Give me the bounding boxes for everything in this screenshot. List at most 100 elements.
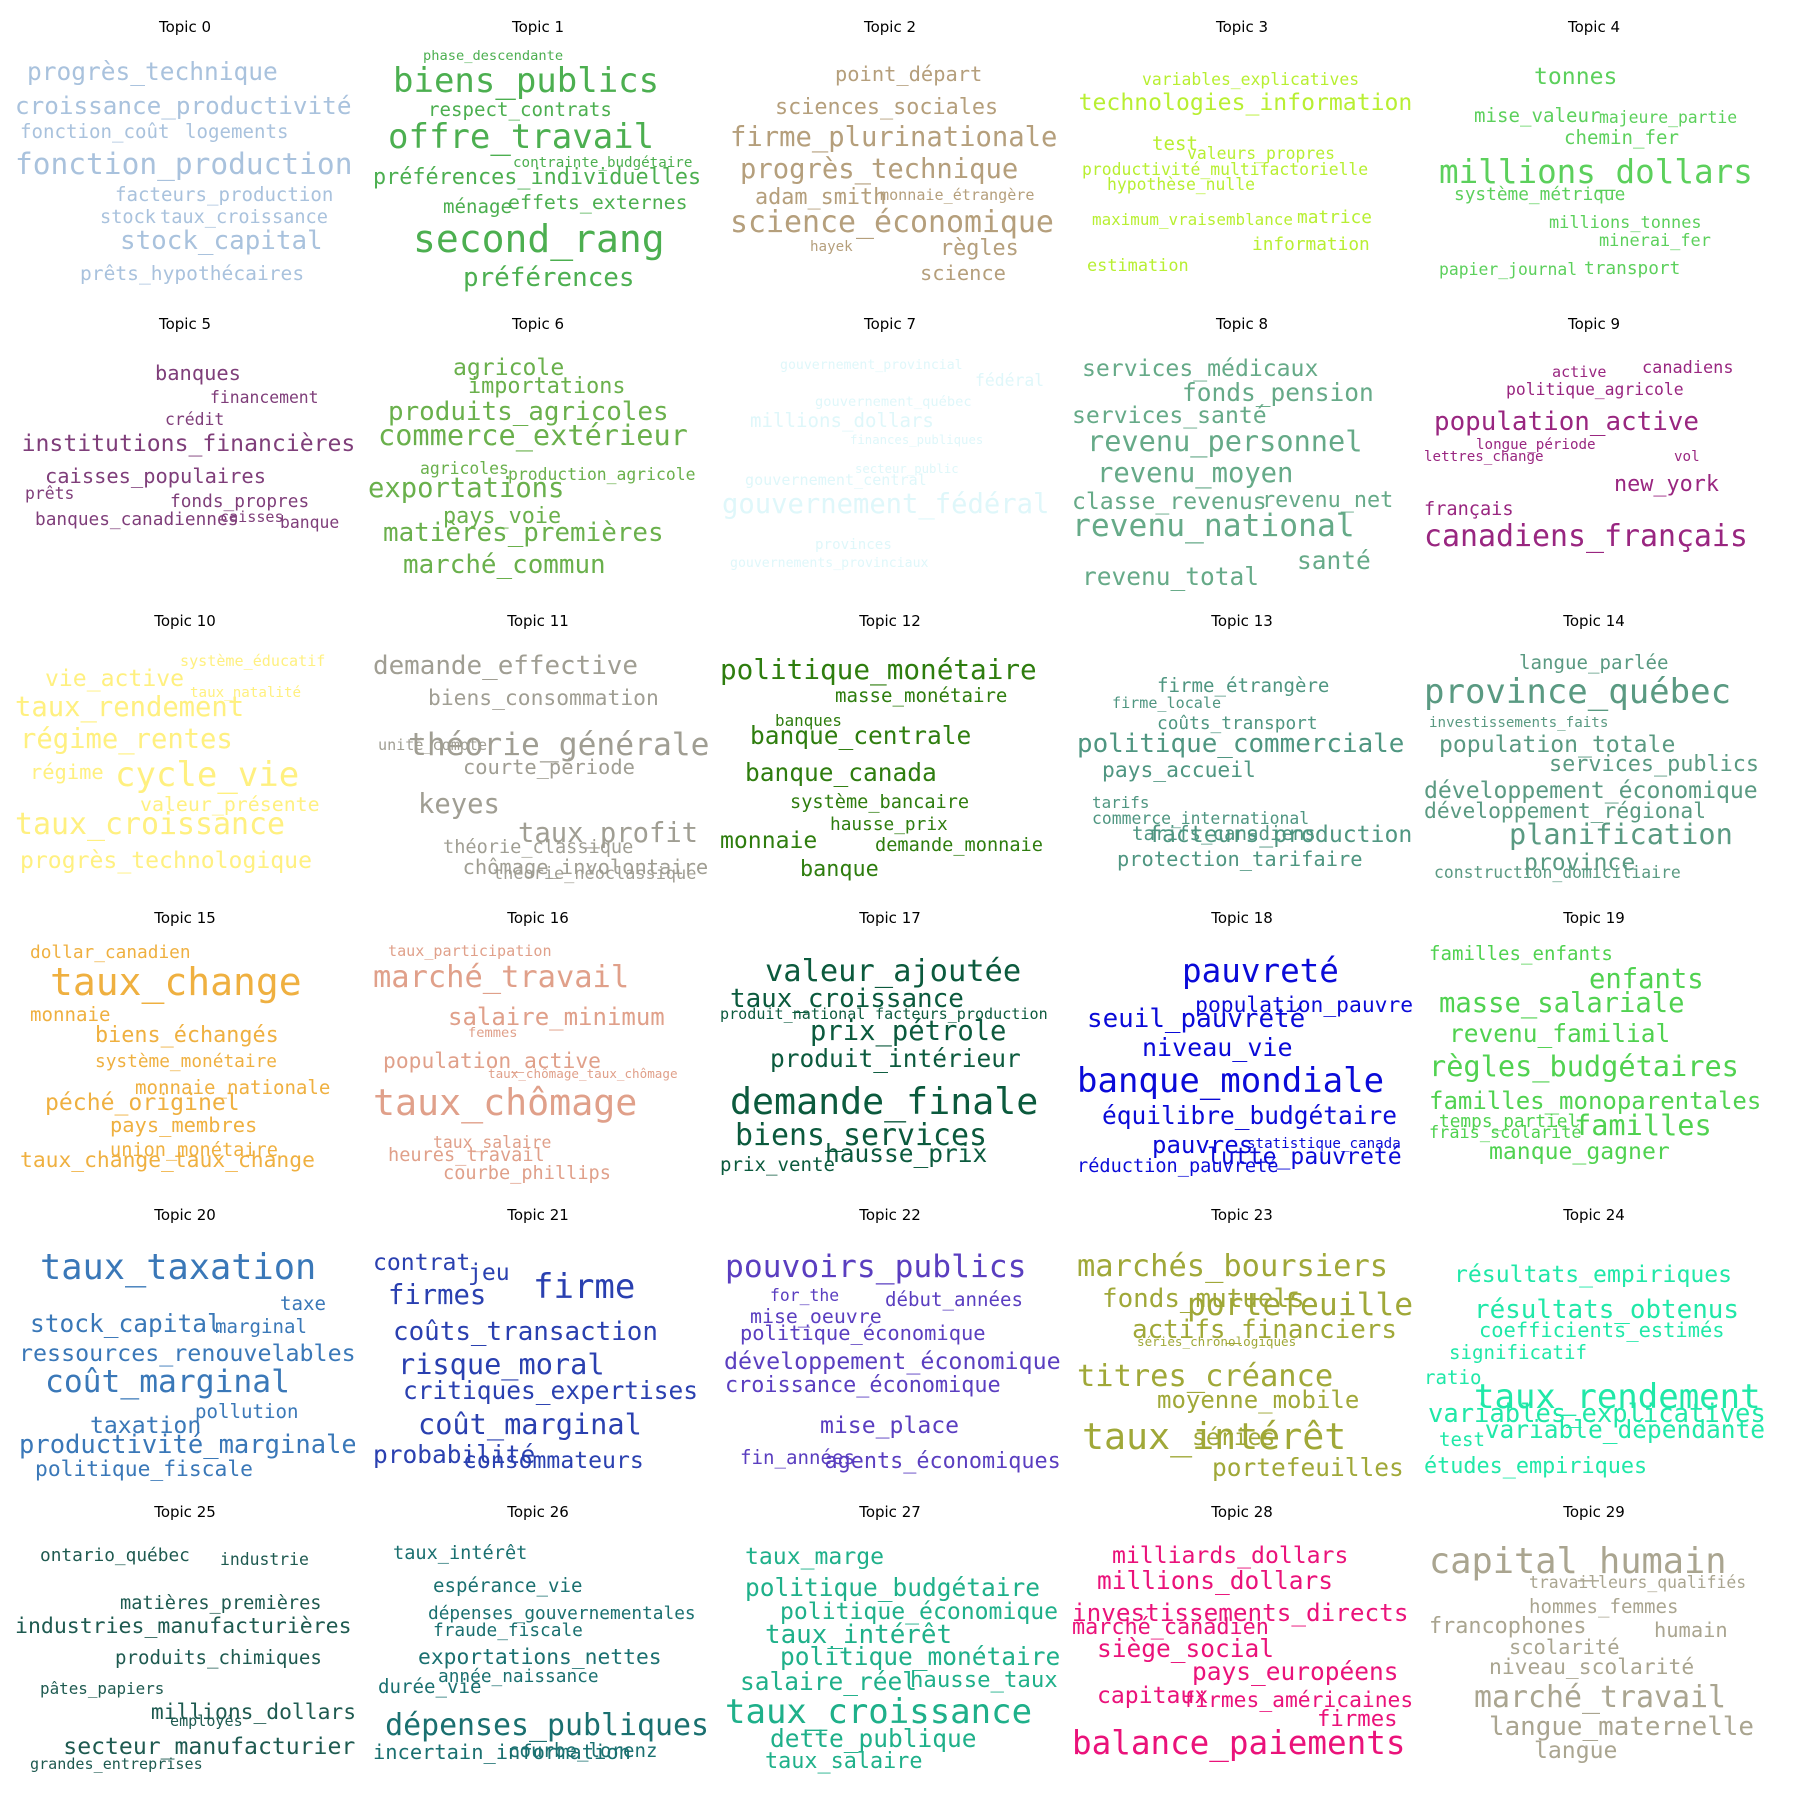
topic-panel: Topic 18 pauvreté population_pauvre seuil_p… [1072, 909, 1412, 1194]
cloud-word: niveau_scolarité [1489, 1655, 1695, 1680]
cloud-word: biens_consommation [428, 686, 659, 711]
cloud-word: banque_mondiale [1077, 1061, 1385, 1101]
cloud-word: revenu_personnel [1087, 424, 1363, 458]
cloud-word: théorie_néoclassique [493, 863, 697, 883]
cloud-word: humain [1654, 1618, 1728, 1642]
cloud-word: banques [775, 711, 842, 730]
topic-title: Topic 12 [859, 612, 921, 630]
cloud-word: stock_capital [30, 1309, 222, 1338]
cloud-word: revenu_national [1072, 508, 1355, 544]
cloud-word: santé [1297, 546, 1371, 575]
cloud-word: coût_marginal [45, 1364, 290, 1400]
cloud-word: taux_salaire [765, 1749, 923, 1774]
cloud-word: hayek [810, 239, 853, 255]
topic-panel: Topic 29 capital_humain travailleurs_quali… [1424, 1503, 1764, 1788]
word-cloud: taux_marge politique_budgétaire politique_… [720, 1527, 1060, 1783]
cloud-word: heures_travail [388, 1145, 545, 1166]
cloud-word: taux_croissance [15, 807, 285, 842]
cloud-word: langue_parlée [1519, 651, 1669, 674]
cloud-word: financement [210, 388, 319, 407]
word-cloud: pouvoirs_publics for_the début_années mise_… [720, 1230, 1060, 1486]
cloud-word: maximum_vraisemblance [1092, 210, 1293, 229]
word-cloud: tonnes mise_valeur majeure_partie chemin_fe… [1424, 42, 1764, 298]
cloud-word: variables_explicatives [1428, 1399, 1764, 1429]
cloud-word: portefeuille [1187, 1287, 1412, 1323]
cloud-word: logements [185, 120, 289, 143]
topic-title: Topic 3 [1215, 18, 1269, 36]
cloud-word: marchés_boursiers [1077, 1249, 1389, 1284]
cloud-word: politique_monétaire [720, 653, 1037, 686]
cloud-word: for_the [770, 1286, 840, 1305]
topic-title: Topic 4 [1567, 18, 1621, 36]
cloud-word: banques [155, 361, 241, 385]
topic-panel: Topic 8 services_médicaux fonds_pension ser… [1072, 315, 1412, 600]
cloud-word: taux_participation [388, 942, 552, 960]
cloud-word: gouvernement_fédéral [722, 489, 1050, 520]
word-cloud: système_éducatif vie_active taux_natalité t… [15, 636, 355, 892]
cloud-word: mise_valeur [1474, 104, 1601, 127]
cloud-word: dette_publique [770, 1724, 977, 1753]
cloud-word: pollution [195, 1400, 299, 1423]
cloud-word: gouvernement_central [745, 471, 927, 489]
cloud-word: salaire_réel [740, 1667, 918, 1696]
cloud-word: système_éducatif [180, 652, 326, 670]
cloud-word: produit_intérieur [770, 1044, 1021, 1073]
cloud-word: monnaie_étrangère [880, 186, 1035, 204]
cloud-word: matrice [1297, 207, 1372, 228]
cloud-word: services_publics [1549, 752, 1759, 777]
cloud-word: pouvoirs_publics [725, 1249, 1027, 1285]
cloud-word: productivité_multifactorielle [1082, 160, 1369, 179]
word-cloud: phase_descendante biens_publics respect_co… [368, 42, 708, 298]
cloud-word: résultats_empiriques [1454, 1262, 1733, 1288]
topic-title: Topic 29 [1563, 1503, 1625, 1521]
cloud-word: exportations_nettes [418, 1645, 662, 1670]
cloud-word: taux_rendement [15, 692, 245, 723]
cloud-word: masse_salariale [1439, 988, 1685, 1019]
cloud-word: new_york [1614, 472, 1719, 497]
cloud-word: politique_économique [740, 1321, 986, 1345]
cloud-word: politique_économique [780, 1599, 1059, 1625]
cloud-word: titres_créance [1077, 1359, 1334, 1394]
cloud-word: province_québec [1424, 672, 1732, 712]
cloud-word: province [1524, 850, 1636, 876]
cloud-word: fonds_mutuels [1102, 1284, 1305, 1314]
cloud-word: pays_européens [1192, 1657, 1399, 1686]
cloud-word: firme_plurinationale [730, 122, 1058, 153]
cloud-word: classe_revenus [1072, 489, 1267, 515]
cloud-word: banque [280, 513, 340, 532]
cloud-word: critiques_expertises [403, 1376, 699, 1405]
cloud-word: tarifs_canadiens [1132, 822, 1316, 845]
cloud-word: gouvernement_québec [815, 394, 972, 410]
cloud-word: progrès_technique [740, 154, 1019, 185]
cloud-word: canadiens [1642, 357, 1734, 377]
cloud-word: hausse_taux [910, 1667, 1058, 1693]
topic-panel: Topic 17 valeur_ajoutée taux_croissance pro… [720, 909, 1060, 1194]
cloud-word: fraude_fiscale [433, 1620, 583, 1641]
topic-panel: Topic 24 résultats_empiriques résultats_ob… [1424, 1206, 1764, 1491]
topic-title: Topic 22 [859, 1206, 921, 1224]
cloud-word: politique_fiscale [35, 1457, 253, 1482]
cloud-word: taux_intérêt [1082, 1415, 1347, 1458]
cloud-word: gouvernement_provincial [780, 358, 963, 373]
cloud-word: hommes_femmes [1529, 1595, 1679, 1618]
cloud-word: masse_monétaire [835, 684, 1008, 707]
word-cloud: valeur_ajoutée taux_croissance produit_nat… [720, 933, 1060, 1189]
topic-title: Topic 5 [158, 315, 212, 333]
topic-panel: Topic 27 taux_marge politique_budgétaire po… [720, 1503, 1060, 1788]
cloud-word: courte_période [463, 755, 635, 779]
cloud-word: fonction_coût [20, 120, 170, 143]
word-cloud: firme_étrangère firme_locale coûts_transpo… [1072, 636, 1412, 892]
cloud-word: capitaux [1097, 1683, 1209, 1709]
cloud-word: régime_rentes [20, 724, 233, 755]
cloud-word: services_santé [1072, 403, 1267, 429]
cloud-word: taux_intérêt [393, 1543, 528, 1564]
cloud-word: fédéral [975, 371, 1045, 390]
cloud-word: produit_national [720, 1005, 866, 1023]
cloud-word: travailleurs_qualifiés [1529, 1573, 1747, 1592]
cloud-word: union_monétaire [110, 1140, 278, 1161]
word-cloud: variables_explicatives technologies_infor… [1072, 42, 1412, 298]
cloud-word: moyenne_mobile [1157, 1386, 1360, 1414]
cloud-word: monnaie [30, 1003, 111, 1026]
cloud-word: consommateurs [463, 1448, 644, 1474]
cloud-word: pauvreté [1182, 952, 1339, 990]
